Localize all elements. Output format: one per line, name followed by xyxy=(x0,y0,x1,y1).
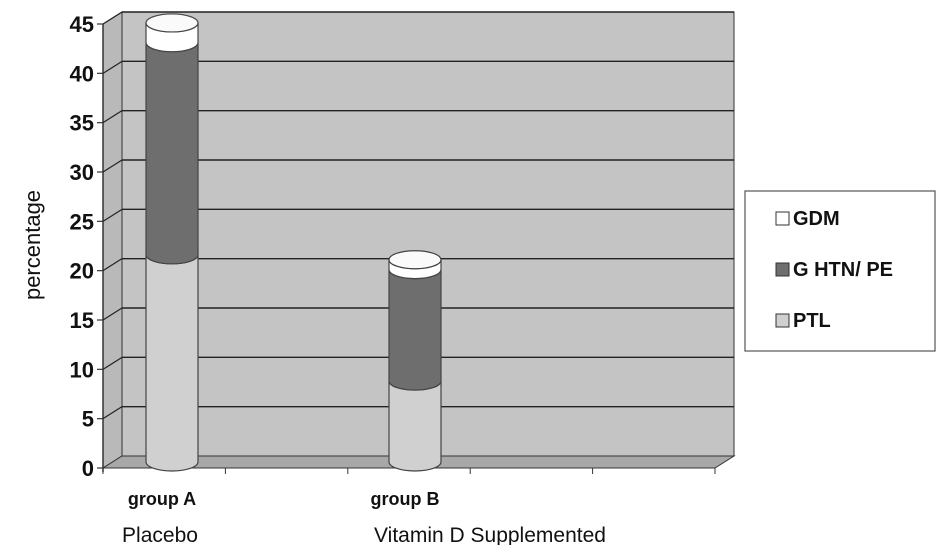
y-tick-label: 35 xyxy=(70,111,94,136)
legend-label: GDM xyxy=(793,208,840,230)
y-tick-label: 0 xyxy=(82,456,94,481)
bar-segment xyxy=(145,42,199,265)
gridline-side xyxy=(102,356,123,370)
legend-label: G HTN/ PE xyxy=(793,259,893,281)
x-category-label: group B xyxy=(371,489,440,509)
x-category-label: group A xyxy=(128,489,196,509)
x-category-sublabel: Placebo xyxy=(122,524,198,545)
gridline-side xyxy=(102,258,123,272)
legend-swatch xyxy=(775,313,790,328)
y-tick-label: 20 xyxy=(70,259,94,284)
gridline-side xyxy=(102,110,123,124)
legend-swatch xyxy=(775,211,790,226)
bar-segment xyxy=(388,269,442,391)
side-wall xyxy=(102,11,123,469)
x-axis-labels: group A Placebo group B Vitamin D Supplemen… xyxy=(122,489,606,545)
gridline-side xyxy=(102,208,123,222)
gridline-side xyxy=(102,159,123,173)
bar-top-cap xyxy=(388,250,442,270)
legend-label: PTL xyxy=(793,310,831,332)
y-tick-label: 25 xyxy=(70,209,94,234)
bar-segment xyxy=(388,380,442,472)
legend: GDM G HTN/ PE PTL xyxy=(744,190,936,352)
bars xyxy=(145,13,442,472)
gridline-side xyxy=(102,11,123,25)
y-tick-label: 45 xyxy=(70,12,94,37)
y-tick-label: 40 xyxy=(70,61,94,86)
y-tick-label: 30 xyxy=(70,160,94,185)
gridline-side xyxy=(102,307,123,321)
legend-swatch xyxy=(775,262,790,277)
gridline-side xyxy=(102,406,123,420)
y-axis-ticks: 0 5 10 15 20 25 30 35 40 45 xyxy=(70,12,716,481)
y-tick-label: 5 xyxy=(82,407,94,432)
y-tick-label: 10 xyxy=(70,357,94,382)
x-category-sublabel: Vitamin D Supplemented xyxy=(374,524,606,545)
y-axis-label: percentage xyxy=(20,190,45,300)
bar-segment xyxy=(145,254,199,472)
y-tick-label: 15 xyxy=(70,308,94,333)
gridline-side xyxy=(102,60,123,74)
bar-top-cap xyxy=(145,13,199,33)
